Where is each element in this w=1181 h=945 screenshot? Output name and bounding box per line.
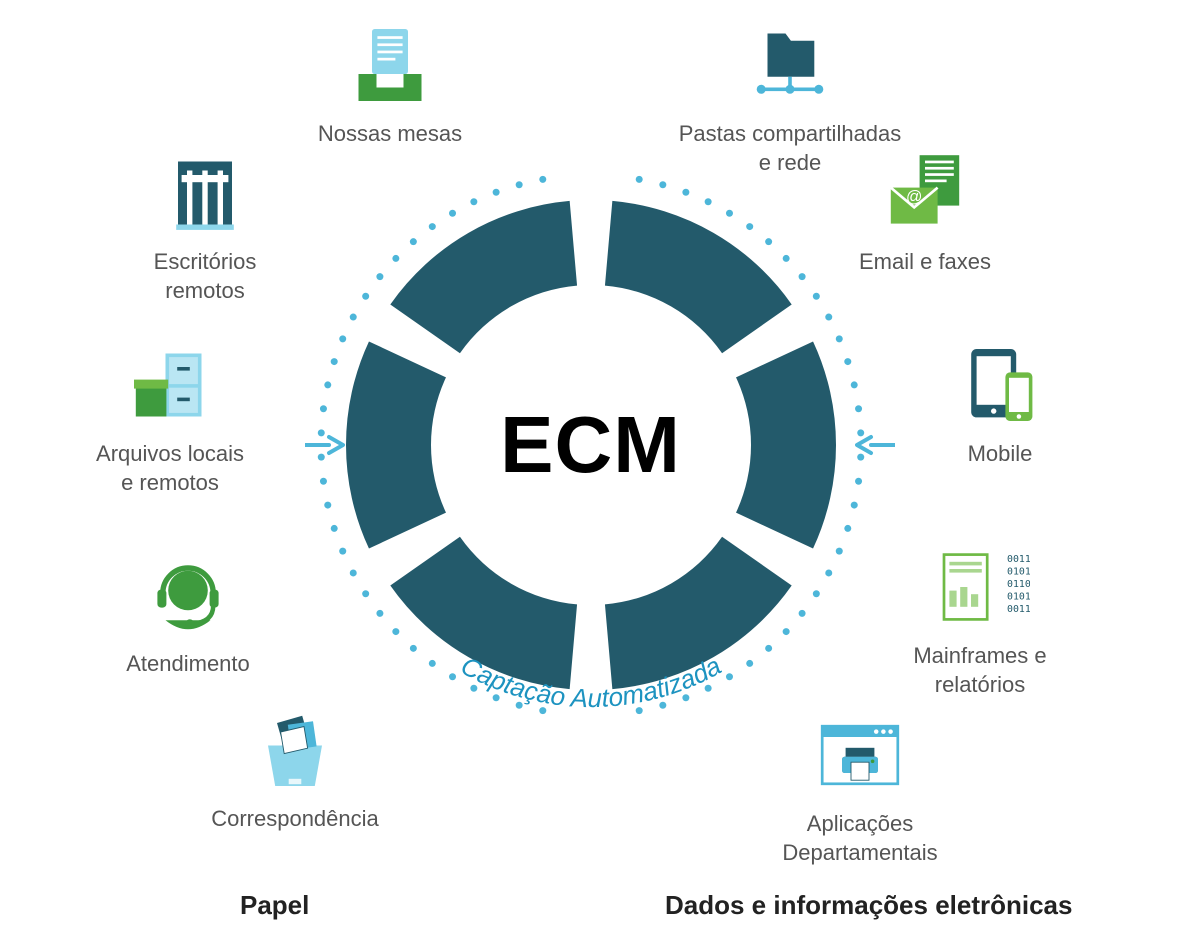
item-nossas-mesas: Nossas mesas <box>300 20 480 149</box>
center-title: ECM <box>500 399 681 491</box>
item-label: Arquivos locais e remotos <box>96 440 244 497</box>
mail-basket-icon <box>240 705 350 795</box>
ecm-diagram: ECM Captação Automatizada Nossas mesas <box>0 0 1181 945</box>
item-label: Atendimento <box>126 650 250 679</box>
svg-text:@: @ <box>906 188 922 206</box>
item-label: Mainframes e relatórios <box>913 642 1046 699</box>
footer-left: Papel <box>240 890 309 921</box>
item-atendimento: Atendimento <box>98 550 278 679</box>
doc-tray-icon <box>335 20 445 110</box>
building-icon <box>150 148 260 238</box>
network-folder-icon <box>735 20 845 110</box>
item-escritorios-remotos: Escritórios remotos <box>80 148 330 305</box>
email-doc-icon: @ <box>870 148 980 238</box>
svg-text:01101: 01101 <box>1007 579 1030 590</box>
footer-right: Dados e informações eletrônicas <box>665 890 1072 921</box>
svg-text:01010: 01010 <box>1007 592 1030 603</box>
item-email-faxes: @ Email e faxes <box>835 148 1015 277</box>
arrow-left-icon <box>300 430 350 460</box>
headset-icon <box>133 550 243 640</box>
item-aplicacoes-dept: Aplicações Departamentais <box>735 710 985 867</box>
item-label: Nossas mesas <box>318 120 462 149</box>
svg-text:01010: 01010 <box>1007 566 1030 577</box>
item-label: Aplicações Departamentais <box>782 810 937 867</box>
item-label: Correspondência <box>211 805 379 834</box>
svg-text:0011: 0011 <box>1007 554 1030 565</box>
item-mobile: Mobile <box>910 340 1090 469</box>
app-window-printer-icon <box>805 710 915 800</box>
item-label: Email e faxes <box>859 248 991 277</box>
item-correspondencia: Correspondência <box>205 705 385 834</box>
item-arquivos-locais: Arquivos locais e remotos <box>45 340 295 497</box>
item-label: Escritórios remotos <box>154 248 257 305</box>
archive-drawers-icon <box>115 340 225 430</box>
mobile-tablet-icon <box>945 340 1055 430</box>
svg-text:0011: 0011 <box>1007 604 1030 615</box>
item-mainframes: 0011 01010 01101 01010 0011 Mainframes e … <box>855 542 1105 699</box>
item-label: Mobile <box>968 440 1033 469</box>
arrow-right-icon <box>850 430 900 460</box>
mainframe-report-icon: 0011 01010 01101 01010 0011 <box>925 542 1035 632</box>
